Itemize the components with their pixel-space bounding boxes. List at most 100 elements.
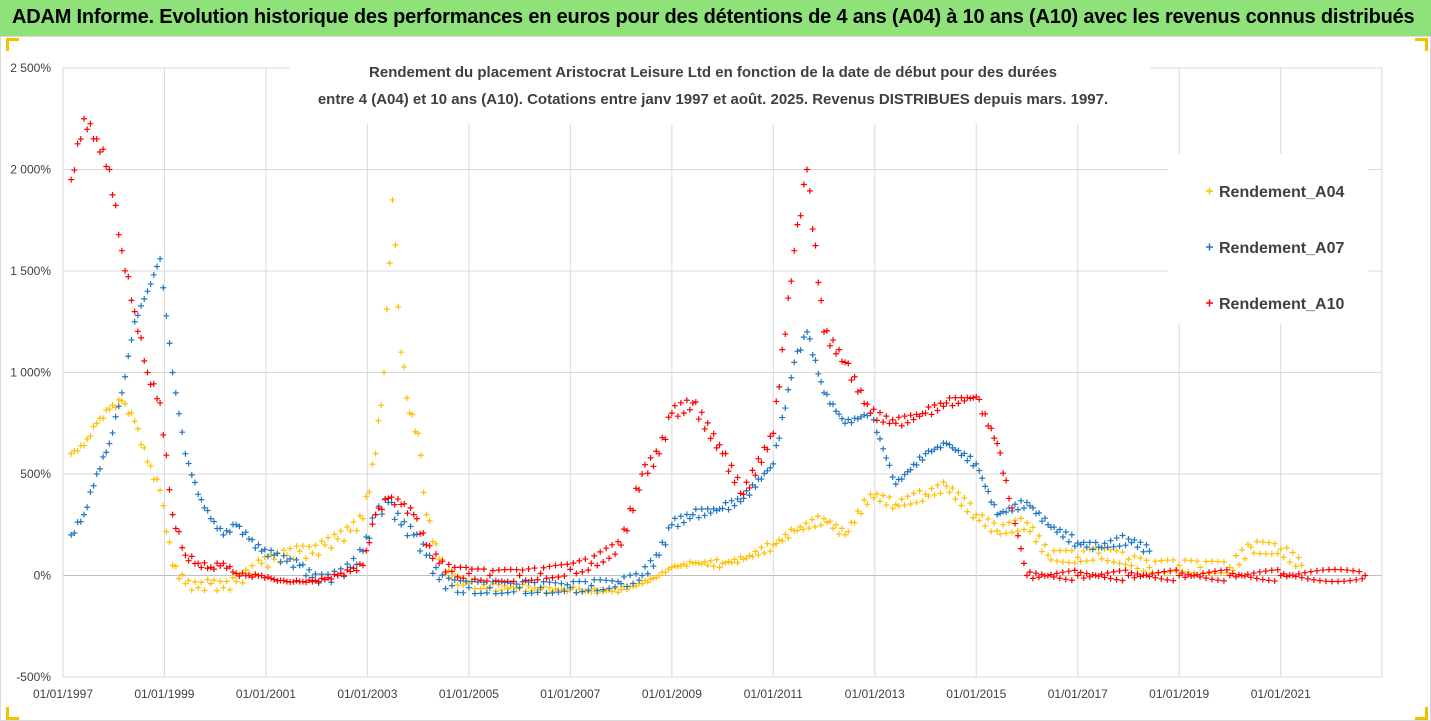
data-point <box>743 479 750 486</box>
data-point <box>1089 557 1096 564</box>
data-point <box>804 328 811 335</box>
data-point <box>674 413 681 420</box>
data-point <box>1020 526 1027 533</box>
data-point <box>752 484 759 491</box>
data-point <box>242 566 249 573</box>
data-point <box>1029 524 1036 531</box>
data-point <box>809 226 816 233</box>
data-point <box>1274 550 1281 557</box>
data-point <box>1020 560 1027 567</box>
data-point <box>128 297 135 304</box>
data-point <box>1244 571 1251 578</box>
chart-axis-labels: -500% 0% 500% 1 000% 1 500% 2 000% 2 500% 01/01… <box>10 61 1311 701</box>
data-point <box>299 542 306 549</box>
data-point <box>782 405 789 412</box>
data-point <box>806 187 813 194</box>
data-point <box>994 511 1001 518</box>
data-point <box>1098 544 1105 551</box>
y-tick-label: 1 500% <box>10 264 51 278</box>
data-point <box>1050 574 1057 581</box>
data-point <box>303 555 310 562</box>
data-point <box>976 396 983 403</box>
chart-title-line-1: Rendement du placement Aristocrat Leisur… <box>369 64 1057 81</box>
data-point <box>258 548 265 555</box>
data-point <box>854 508 861 515</box>
data-point <box>432 551 439 558</box>
data-point <box>680 519 687 526</box>
data-point <box>498 590 505 597</box>
data-point <box>131 308 138 315</box>
data-point <box>883 501 890 508</box>
data-point <box>958 502 965 509</box>
data-point <box>839 415 846 422</box>
data-point <box>576 557 583 564</box>
data-point <box>344 561 351 568</box>
data-point <box>812 357 819 364</box>
data-point <box>415 430 422 437</box>
data-point <box>1080 547 1087 554</box>
data-point <box>369 461 376 468</box>
data-point <box>1089 571 1096 578</box>
data-point <box>809 516 816 523</box>
data-point <box>68 450 75 457</box>
data-point <box>531 565 538 572</box>
data-point <box>344 523 351 530</box>
data-point <box>931 491 938 498</box>
data-point <box>1035 574 1042 581</box>
data-point <box>1137 573 1144 580</box>
data-point <box>144 369 151 376</box>
data-point <box>398 521 405 528</box>
data-point <box>1350 567 1357 574</box>
data-point <box>1250 570 1257 577</box>
data-point <box>1059 534 1066 541</box>
data-point <box>873 417 880 424</box>
data-point <box>1280 554 1287 561</box>
data-point <box>627 572 634 579</box>
data-point <box>182 552 189 559</box>
data-point <box>1000 521 1007 528</box>
x-tick-label: 01/01/2017 <box>1048 687 1108 701</box>
data-point <box>1020 505 1027 512</box>
data-point <box>407 523 414 530</box>
data-point <box>214 560 221 567</box>
data-point <box>125 353 132 360</box>
data-point <box>1155 569 1162 576</box>
data-point <box>226 528 233 535</box>
data-point <box>1256 550 1263 557</box>
data-point <box>812 242 819 249</box>
data-point <box>812 523 819 530</box>
data-point <box>141 357 148 364</box>
data-point <box>773 442 780 449</box>
data-point <box>519 578 526 585</box>
data-point <box>392 241 399 248</box>
data-point <box>689 399 696 406</box>
data-point <box>264 573 271 580</box>
data-point <box>836 346 843 353</box>
data-point <box>528 577 535 584</box>
data-point <box>901 413 908 420</box>
data-point <box>1161 568 1168 575</box>
data-point <box>627 505 634 512</box>
data-point <box>1062 529 1069 536</box>
data-point <box>460 575 467 582</box>
data-point <box>74 140 81 147</box>
data-point <box>964 457 971 464</box>
data-point <box>659 434 666 441</box>
data-point <box>1356 568 1363 575</box>
data-point <box>1146 573 1153 580</box>
data-point <box>306 566 313 573</box>
data-point <box>1347 577 1354 584</box>
data-point <box>498 578 505 585</box>
data-point <box>647 576 654 583</box>
data-point <box>1125 572 1132 579</box>
data-point <box>501 566 508 573</box>
data-point <box>71 167 78 174</box>
data-point <box>594 562 601 569</box>
data-point <box>463 578 470 585</box>
data-point <box>122 267 129 274</box>
data-point <box>1026 569 1033 576</box>
data-point <box>644 579 651 586</box>
data-point <box>401 500 408 507</box>
data-point <box>175 575 182 582</box>
data-point <box>788 374 795 381</box>
